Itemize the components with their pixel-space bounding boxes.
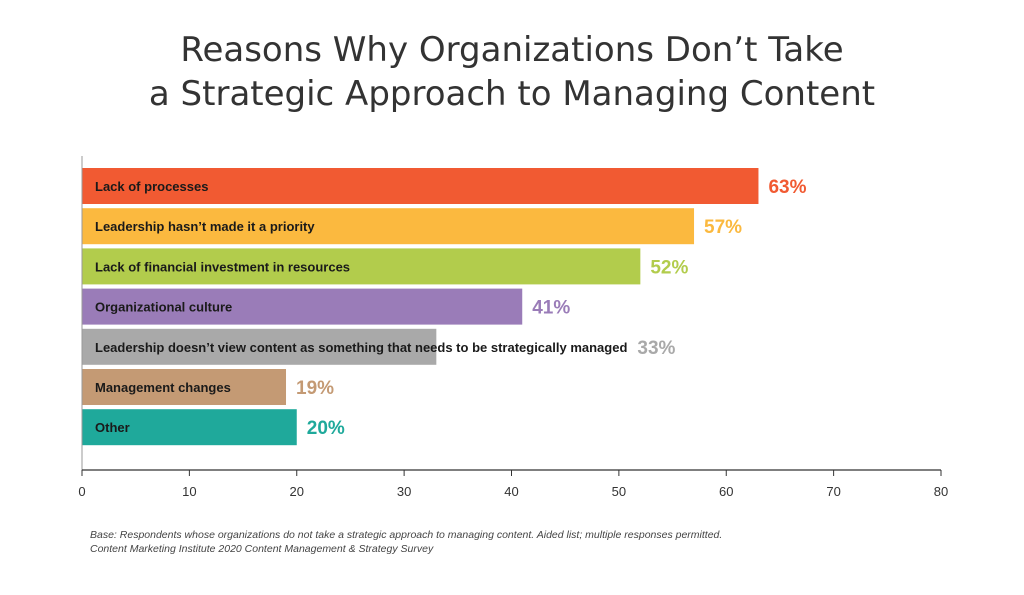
bar-7: [82, 409, 297, 446]
x-tick-label-50: 50: [612, 484, 626, 499]
footnote-base: Base: Respondents whose organizations do…: [90, 529, 723, 541]
x-tick-label-20: 20: [290, 484, 304, 499]
chart-title: Reasons Why Organizations Don’t Take a S…: [0, 28, 1024, 116]
value-label-7: 20%: [307, 418, 345, 439]
x-tick-label-10: 10: [182, 484, 196, 499]
x-axis-ticks: 0 10 20 30 40 50 60 70 80: [78, 470, 948, 499]
footnote: Base: Respondents whose organizations do…: [90, 528, 722, 556]
bar-4: [82, 288, 523, 325]
bar-2: [82, 208, 695, 245]
chart-title-line-1: Reasons Why Organizations Don’t Take: [180, 30, 844, 70]
bar-label-1: Lack of processes: [95, 179, 208, 194]
bar-label-7: Other: [95, 420, 130, 435]
x-tick-label-80: 80: [934, 484, 948, 499]
bar-3: [82, 248, 641, 285]
value-label-1: 63%: [768, 177, 806, 198]
bar-1: [82, 168, 759, 204]
bar-label-6: Management changes: [95, 380, 231, 395]
bar-5: [82, 328, 437, 365]
chart-title-line-2: a Strategic Approach to Managing Content: [148, 74, 876, 114]
value-label-3: 52%: [650, 257, 688, 278]
bar-label-5: Leadership doesn’t view content as somet…: [95, 340, 627, 355]
bar-6: [82, 369, 287, 405]
bar-label-2: Leadership hasn’t made it a priority: [95, 219, 315, 234]
value-label-6: 19%: [296, 378, 334, 399]
x-tick-label-0: 0: [78, 484, 85, 499]
x-tick-label-40: 40: [504, 484, 518, 499]
bar-label-3: Lack of financial investment in resource…: [95, 259, 350, 274]
value-label-4: 41%: [532, 298, 570, 319]
bar-label-4: Organizational culture: [95, 300, 232, 315]
x-tick-label-60: 60: [719, 484, 733, 499]
value-label-5: 33%: [637, 338, 675, 359]
x-tick-label-70: 70: [826, 484, 840, 499]
value-label-2: 57%: [704, 217, 742, 238]
footnote-source: Content Marketing Institute 2020 Content…: [90, 543, 434, 555]
bars-group: Lack of processes 63% Leadership hasn’t ma…: [82, 168, 807, 446]
x-tick-label-30: 30: [397, 484, 411, 499]
